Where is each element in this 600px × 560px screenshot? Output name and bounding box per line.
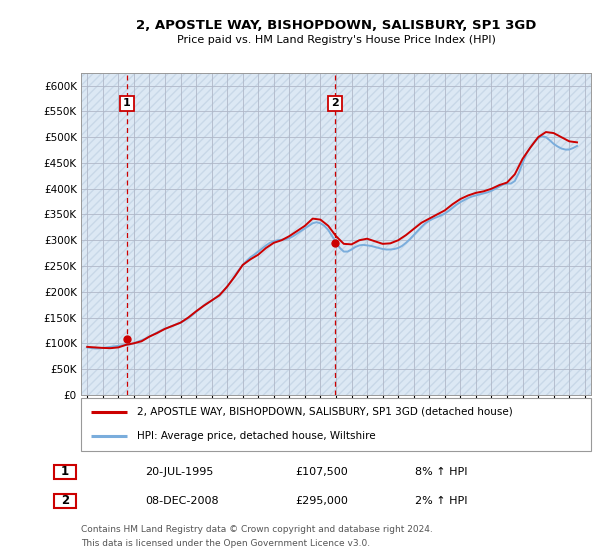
Text: 1: 1 bbox=[123, 99, 131, 109]
Text: 1: 1 bbox=[61, 465, 69, 478]
Text: 2% ↑ HPI: 2% ↑ HPI bbox=[415, 496, 467, 506]
FancyBboxPatch shape bbox=[81, 398, 591, 451]
Text: 2: 2 bbox=[331, 99, 339, 109]
Text: 08-DEC-2008: 08-DEC-2008 bbox=[145, 496, 218, 506]
Text: 2, APOSTLE WAY, BISHOPDOWN, SALISBURY, SP1 3GD (detached house): 2, APOSTLE WAY, BISHOPDOWN, SALISBURY, S… bbox=[137, 407, 513, 417]
Text: £107,500: £107,500 bbox=[295, 467, 348, 477]
Text: Price paid vs. HM Land Registry's House Price Index (HPI): Price paid vs. HM Land Registry's House … bbox=[176, 35, 496, 45]
Bar bbox=[54, 494, 76, 507]
Text: 2: 2 bbox=[61, 494, 69, 507]
Text: 20-JUL-1995: 20-JUL-1995 bbox=[145, 467, 214, 477]
Text: 2, APOSTLE WAY, BISHOPDOWN, SALISBURY, SP1 3GD: 2, APOSTLE WAY, BISHOPDOWN, SALISBURY, S… bbox=[136, 18, 536, 32]
Text: £295,000: £295,000 bbox=[295, 496, 348, 506]
Bar bbox=[54, 465, 76, 479]
Text: Contains HM Land Registry data © Crown copyright and database right 2024.
This d: Contains HM Land Registry data © Crown c… bbox=[81, 525, 433, 548]
Text: HPI: Average price, detached house, Wiltshire: HPI: Average price, detached house, Wilt… bbox=[137, 431, 376, 441]
Text: 8% ↑ HPI: 8% ↑ HPI bbox=[415, 467, 467, 477]
